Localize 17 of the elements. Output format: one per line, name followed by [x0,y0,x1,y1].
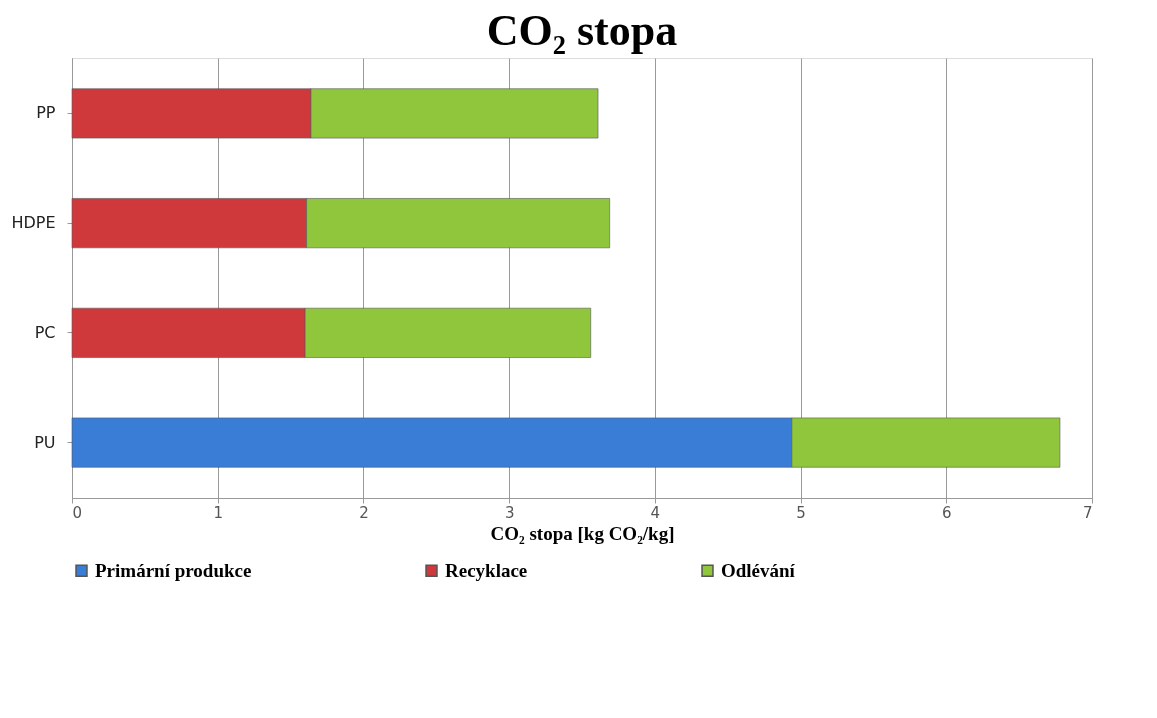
x-tick-label: 1 [213,503,223,522]
chart-title: CO₂ stopa [486,6,678,55]
legend-label: Primární produkce [95,559,252,581]
y-tick-label: HDPE [11,213,56,233]
y-tick-label: PC [34,322,56,342]
x-tick-label: 7 [1082,503,1093,522]
x-tick-label: 4 [650,503,661,522]
x-tick-label: 3 [504,503,515,522]
legend-label: Odlévání [721,559,796,581]
x-tick-label: 0 [72,503,83,522]
y-tick-label: PU [34,432,56,452]
x-tick-label: 2 [359,503,369,522]
x-tick-label: 6 [942,503,952,522]
x-axis-title: CO₂ stopa [kg CO₂/kg] [490,522,675,544]
y-tick-label: PP [36,103,56,123]
x-tick-label: 5 [796,503,806,522]
legend-label: Recyklace [445,559,528,581]
